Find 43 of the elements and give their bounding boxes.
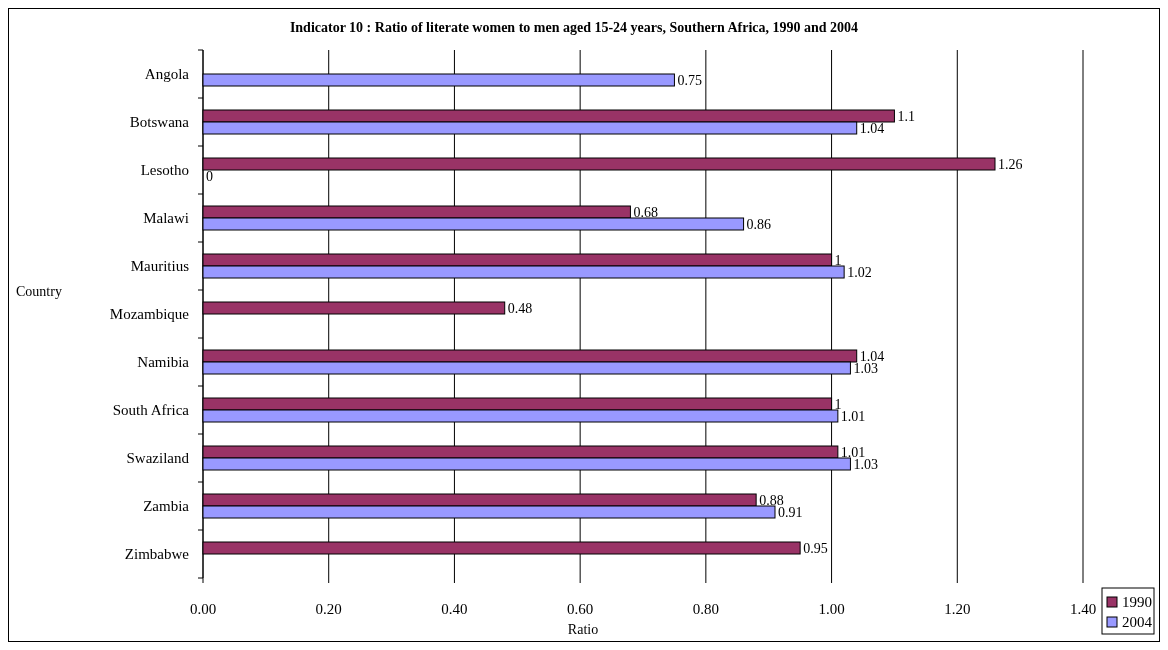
chart-title: Indicator 10 : Ratio of literate women to men aged 15-24 years, Southern Africa, 1990 and 2004 — [289, 20, 859, 35]
y-tick-label: Lesotho — [140, 162, 189, 178]
data-label: 1.03 — [853, 457, 878, 472]
data-label: 1.02 — [847, 265, 872, 280]
data-label: 1.04 — [859, 349, 885, 364]
y-tick-label: Zimbabwe — [124, 546, 190, 562]
x-tick-label: 0.60 — [567, 601, 594, 617]
y-tick-label: Zambia — [143, 498, 190, 514]
x-tick-label: 1.40 — [1069, 601, 1097, 617]
x-tick-label: 0.20 — [315, 601, 342, 617]
data-label: 0.48 — [507, 301, 533, 316]
data-label: 0.91 — [778, 505, 803, 520]
y-tick-label: Namibia — [137, 354, 190, 370]
data-label: 1.01 — [840, 445, 866, 460]
data-label: 0 — [206, 169, 213, 184]
x-tick-label: 1.20 — [944, 601, 971, 617]
y-tick-label: Botswana — [129, 114, 190, 130]
y-tick-label: Mozambique — [109, 306, 190, 322]
y-tick-label: Mauritius — [130, 258, 190, 274]
data-label: 0.88 — [759, 493, 784, 508]
x-axis-title: Ratio — [567, 622, 599, 637]
x-tick-label: 0.00 — [189, 601, 217, 617]
x-tick-label: 1.00 — [818, 601, 845, 617]
data-label: 0.75 — [677, 73, 702, 88]
data-label: 1.03 — [853, 361, 878, 376]
x-tick-label: 0.80 — [692, 601, 719, 617]
data-label: 0.95 — [803, 541, 828, 556]
y-axis-title: Country — [16, 284, 62, 299]
x-tick-label: 0.40 — [441, 601, 468, 617]
data-label: 1 — [834, 253, 842, 268]
data-label: 1.1 — [897, 109, 915, 124]
y-tick-label: Angola — [144, 66, 190, 82]
data-label: 1.01 — [840, 409, 866, 424]
legend-label: 1990 — [1122, 594, 1152, 610]
data-label: 0.68 — [633, 205, 658, 220]
data-label: 1 — [834, 397, 842, 412]
data-label: 0.86 — [746, 217, 772, 232]
y-tick-label: Swaziland — [126, 450, 190, 466]
legend-label: 2004 — [1122, 614, 1153, 630]
data-label: 1.04 — [859, 121, 885, 136]
y-tick-label: South Africa — [112, 402, 190, 418]
data-label: 1.26 — [998, 157, 1023, 172]
y-tick-label: Malawi — [143, 210, 189, 226]
